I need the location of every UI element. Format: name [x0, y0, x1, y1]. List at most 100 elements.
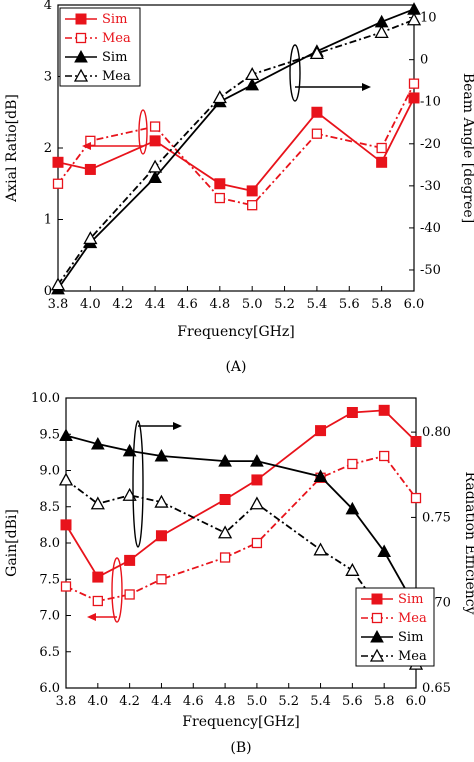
x-tick-label: 4.6 [183, 694, 204, 709]
y-axis-title: Axial Ratio[dB] [4, 94, 20, 203]
data-point-sim-left [246, 185, 258, 197]
annotation-arrowhead-left [82, 142, 91, 150]
legend-label: Mea [398, 649, 427, 664]
x-tick-label: 4.4 [151, 694, 172, 709]
data-point-mea-left [52, 178, 64, 189]
series-line-mea-left [65, 454, 417, 602]
series-line-mea-left [57, 83, 415, 207]
annotation-arrowhead-right [173, 422, 182, 430]
data-point-mea-right [245, 67, 260, 81]
y-axis-title: Gain[dBi] [4, 509, 20, 577]
data-point-sim-left [149, 135, 161, 147]
data-point-sim-right [148, 170, 162, 183]
series-line-sim-left [65, 409, 417, 579]
legend-marker [75, 32, 87, 44]
data-point-sim-left [52, 156, 64, 168]
x-tick-label: 6.0 [406, 694, 427, 709]
data-point-mea-left [247, 200, 258, 211]
annotation-ellipse-left [111, 557, 123, 623]
annotation-ellipse-left [138, 109, 148, 155]
annotation-ellipse-right [289, 44, 301, 102]
data-point-sim-left [346, 407, 358, 418]
chart-b: 3.8 4.0 4.2 4.4 4.6 4.8 5.0 5.2 5.4 5.6 5.8 6.0 6.0 6… [4, 391, 474, 756]
x-tick-label: 4.6 [177, 297, 198, 312]
y-tick-label: 7.5 [39, 572, 60, 587]
y-tick-label: 10.0 [31, 391, 60, 406]
x-tick-label: 5.4 [310, 694, 331, 709]
y-tick-label: 8.5 [39, 500, 60, 515]
x-tick-label: 5.2 [278, 694, 299, 709]
data-point-sim-left [311, 106, 323, 118]
panel-label: (B) [230, 740, 251, 756]
legend-label: Sim [398, 592, 423, 607]
data-point-mea-right [217, 525, 233, 539]
x-tick-label: 3.8 [56, 694, 77, 709]
data-point-sim-right [377, 544, 392, 558]
annotation-arrowhead-left [87, 613, 96, 621]
series-line-sim-right [65, 434, 417, 609]
x-tick-label: 4.0 [87, 694, 108, 709]
legend-label: Sim [102, 12, 127, 27]
data-point-mea-right [406, 12, 422, 26]
legend-marker [370, 629, 384, 643]
y2-tick-label: -30 [420, 179, 441, 194]
data-point-sim-left [315, 425, 327, 437]
series-line-sim-left [57, 97, 415, 192]
legend-label: Sim [102, 50, 127, 65]
legend-marker [75, 13, 87, 25]
data-point-mea-left [347, 458, 358, 470]
data-point-sim-right [59, 428, 73, 442]
data-point-sim-left [251, 474, 263, 486]
data-point-mea-right [50, 277, 66, 291]
data-point-mea-left [219, 552, 231, 563]
legend-label: Sim [398, 630, 423, 645]
legend-marker [371, 593, 383, 605]
data-point-mea-left [92, 595, 103, 607]
y2-axis-title: Radiation Efficiency [462, 471, 474, 614]
x-tick-label: 5.6 [342, 694, 363, 709]
y-tick-label: 8.0 [39, 536, 60, 551]
legend-marker [371, 612, 383, 624]
data-point-mea-left [311, 128, 323, 139]
data-point-mea-left [410, 492, 422, 504]
legend-label: Mea [398, 611, 427, 626]
data-point-mea-right [212, 90, 227, 104]
y-tick-label: 0 [44, 284, 52, 299]
y-tick-label: 6.5 [39, 645, 60, 660]
data-point-mea-right [345, 562, 360, 576]
y2-tick-label: -40 [420, 221, 441, 236]
y2-tick-label: 0.75 [422, 510, 451, 525]
x-tick-label: 5.8 [374, 694, 395, 709]
data-point-mea-right [249, 496, 265, 510]
data-point-sim-left [92, 571, 104, 583]
y-tick-label: 6.0 [39, 681, 60, 696]
x-tick-label: 4.0 [80, 297, 101, 312]
data-point-mea-left [251, 537, 263, 549]
y2-tick-label: -20 [420, 137, 441, 152]
panel-label: (A) [225, 359, 246, 375]
x-tick-label: 5.8 [371, 297, 392, 312]
legend-label: Mea [102, 69, 131, 84]
data-point-mea-right [147, 159, 163, 173]
data-point-sim-right [154, 448, 169, 462]
y-tick-label: 9.0 [39, 464, 60, 479]
legend-box [355, 587, 435, 667]
data-point-sim-right [250, 454, 264, 467]
data-point-mea-right [58, 472, 74, 486]
y-tick-label: 2 [44, 141, 52, 156]
x-tick-label: 5.0 [247, 694, 268, 709]
data-point-sim-left [408, 92, 420, 104]
data-point-sim-left [376, 156, 388, 168]
data-point-sim-right [218, 454, 232, 467]
x-tick-label: 5.6 [339, 297, 360, 312]
data-point-sim-left [84, 163, 96, 175]
x-tick-label: 5.4 [307, 297, 328, 312]
data-point-sim-left [214, 178, 226, 190]
x-tick-label: 4.8 [215, 694, 236, 709]
data-point-sim-right [245, 77, 260, 91]
y2-tick-label: 0 [420, 53, 428, 68]
legend-marker [74, 49, 88, 63]
annotation-ellipse-right [132, 420, 144, 548]
x-tick-label: 5.2 [274, 297, 295, 312]
